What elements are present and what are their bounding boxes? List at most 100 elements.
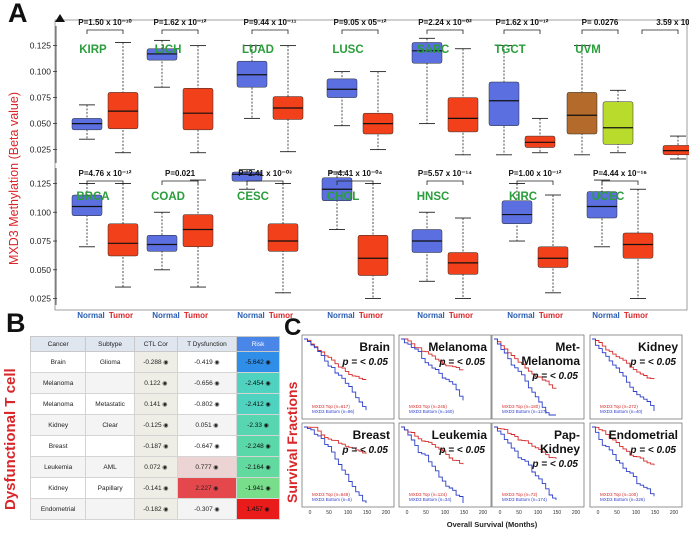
info-dot-icon[interactable]: ◉	[263, 401, 271, 408]
cancer-name-label: UVM	[575, 44, 601, 56]
p-bracket	[161, 29, 199, 34]
info-dot-icon[interactable]: ◉	[262, 506, 270, 513]
info-dot-icon[interactable]: ◉	[161, 506, 169, 513]
cell-t-dysfunction-value: -0.307	[194, 505, 213, 513]
p-bracket	[86, 29, 124, 34]
info-dot-icon[interactable]: ◉	[261, 422, 269, 429]
km-p-value: p = < 0.05	[629, 445, 676, 456]
info-dot-icon[interactable]: ◉	[161, 359, 169, 366]
cell-subtype-value: AML	[103, 463, 117, 471]
info-dot-icon[interactable]: ◉	[161, 443, 169, 450]
cell-risk: -2.412 ◉	[236, 393, 280, 415]
km-x-tick: 50	[516, 510, 522, 516]
table-header-row: Cancer Subtype CTL Cor T Dysfunction Ris…	[29, 336, 280, 352]
info-dot-icon[interactable]: ◉	[161, 422, 169, 429]
table-row: Melanoma 0.122 ◉ -0.656 ◉ -2.454 ◉	[29, 372, 280, 394]
cancer-name-label: CHOL	[327, 191, 360, 203]
p-bracket	[426, 180, 464, 185]
km-legend-bottom: MXD3 Bottom (n=160)	[409, 409, 454, 414]
box-tumor	[182, 179, 214, 288]
km-legend-bottom: MXD3 Bottom (n=174)	[502, 497, 547, 502]
box-tumor	[602, 89, 634, 154]
info-dot-icon[interactable]: ◉	[160, 401, 168, 408]
km-curve-top	[494, 426, 557, 459]
info-dot-icon[interactable]: ◉	[263, 485, 271, 492]
info-dot-icon[interactable]: ◉	[212, 380, 220, 387]
tumor-axis-label: Tumor	[109, 311, 133, 320]
info-dot-icon[interactable]: ◉	[263, 359, 271, 366]
info-dot-icon[interactable]: ◉	[160, 464, 168, 471]
cell-subtype: Metastatic	[85, 393, 135, 415]
cancer-name-label: UCEC	[592, 191, 625, 203]
cell-ctl-cor: 0.141 ◉	[133, 393, 178, 415]
km-x-tick: 50	[614, 510, 620, 516]
y-tick-label: 0.100	[30, 207, 52, 217]
cell-t-dysfunction: -0.802 ◉	[176, 393, 238, 415]
box-iqr	[537, 246, 569, 268]
y-tick-label: 0.025	[30, 294, 52, 304]
km-legend-top: MXD3 Top (n=245)	[409, 404, 447, 409]
km-x-tick: 200	[670, 510, 679, 516]
cancer-name-label: LUAD	[242, 44, 274, 56]
km-cancer-name: Brain	[359, 340, 390, 354]
km-legend-top: MXD3 Top (n=72)	[502, 492, 538, 497]
y-tick-label: 0.050	[30, 119, 52, 129]
table-row: Breast -0.187 ◉ -0.647 ◉ -2.248 ◉	[29, 435, 280, 457]
info-dot-icon[interactable]: ◉	[263, 464, 271, 471]
cell-cancer: Kidney	[29, 414, 87, 436]
tumor-axis-label: Tumor	[539, 311, 563, 320]
info-dot-icon[interactable]: ◉	[211, 485, 219, 492]
box-iqr	[267, 223, 299, 252]
info-dot-icon[interactable]: ◉	[212, 359, 220, 366]
box-tumor	[362, 71, 394, 151]
y-tick-label: 0.125	[30, 179, 52, 189]
info-dot-icon[interactable]: ◉	[161, 485, 169, 492]
info-dot-icon[interactable]: ◉	[211, 464, 219, 471]
cancer-name-label: HNSC	[417, 191, 450, 203]
km-legend-bottom: MXD3 Bottom (n=34)	[409, 497, 452, 502]
tumor-axis-label: Tumor	[359, 311, 383, 320]
info-dot-icon[interactable]: ◉	[160, 380, 168, 387]
box-tumor	[447, 48, 479, 156]
cell-subtype: Glioma	[85, 351, 135, 373]
cancer-name-label: SARC	[417, 44, 450, 56]
km-p-value: p = < 0.05	[438, 445, 485, 456]
box-normal	[488, 45, 520, 156]
km-x-tick: 0	[597, 510, 600, 516]
panel-c-letter: C	[284, 314, 302, 341]
info-dot-icon[interactable]: ◉	[212, 401, 220, 408]
km-curve-top	[592, 338, 655, 380]
box-iqr	[71, 194, 103, 216]
info-dot-icon[interactable]: ◉	[263, 443, 271, 450]
km-p-value: p = < 0.05	[341, 357, 388, 368]
p-bracket	[336, 180, 374, 185]
cell-risk: -5.642 ◉	[236, 351, 280, 373]
normal-axis-label: Normal	[592, 311, 620, 320]
normal-axis-label: Normal	[77, 311, 105, 320]
table-row: Melanoma Metastatic 0.141 ◉ -0.802 ◉ -2.412 …	[29, 393, 280, 415]
km-x-tick: 50	[423, 510, 429, 516]
cell-cancer-value: Endometrial	[40, 505, 76, 513]
box-normal	[321, 171, 353, 230]
km-x-tick: 50	[326, 510, 332, 516]
p-bracket	[503, 29, 541, 34]
cell-t-dysfunction: -0.307 ◉	[176, 498, 238, 520]
cell-cancer: Leukemia	[29, 456, 87, 478]
info-dot-icon[interactable]: ◉	[212, 506, 220, 513]
box-normal	[71, 183, 103, 248]
cell-ctl-cor: -0.125 ◉	[133, 414, 178, 436]
km-x-tick: 0	[406, 510, 409, 516]
km-panel-1: Melanoma p = < 0.05 MXD3 Top (n=245)MXD3 B…	[398, 334, 492, 420]
info-dot-icon[interactable]: ◉	[212, 443, 220, 450]
km-cancer-name: Kidney	[638, 340, 678, 354]
cell-risk-value: 1.457	[246, 505, 263, 513]
box-iqr	[326, 78, 358, 98]
km-curve-bottom	[304, 338, 367, 411]
box-row-0: 0.025 0.050 0.075 0.100 0.125 P=1.50 x 10⁻¹⁰ K…	[30, 18, 689, 163]
cell-subtype: Clear	[85, 414, 135, 436]
cell-cancer-value: Leukemia	[44, 463, 73, 471]
box-normal	[586, 179, 618, 248]
info-dot-icon[interactable]: ◉	[263, 380, 271, 387]
info-dot-icon[interactable]: ◉	[211, 422, 219, 429]
km-p-value: p = < 0.05	[531, 459, 578, 470]
